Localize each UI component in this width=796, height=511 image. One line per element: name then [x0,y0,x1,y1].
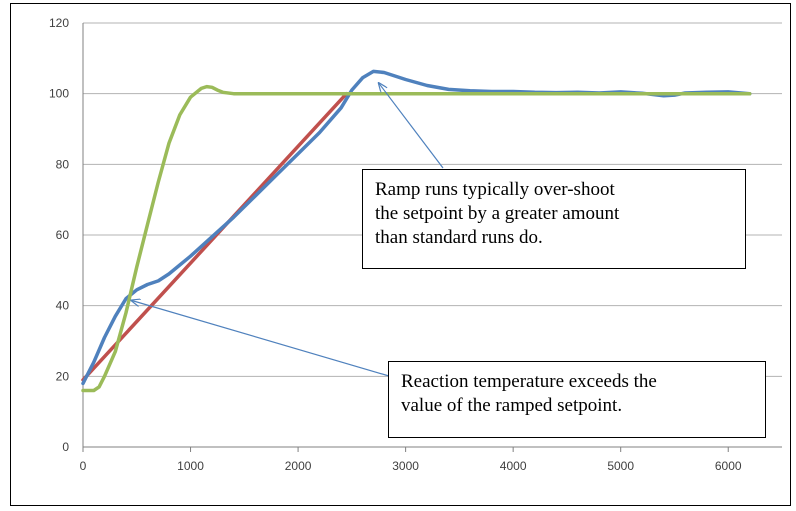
annotation-box-overshoot: Ramp runs typically over-shoot the setpo… [362,169,746,269]
chart-plot: 0 20 40 60 80 100 120 0 1000 2000 3000 4000 5000 6000 [49,16,782,473]
y-tick-label: 80 [56,157,70,171]
x-tick-label: 6000 [715,459,742,473]
annotation-arrow [131,300,390,377]
annotation-line: value of the ramped setpoint. [401,395,623,416]
annotation-line: Ramp runs typically over-shoot [375,179,615,200]
x-tick-label: 0 [80,459,87,473]
y-tick-label: 20 [56,369,70,383]
annotation-box-exceeds: Reaction temperature exceeds the value o… [388,361,766,438]
annotation-line: than standard runs do. [375,227,543,248]
series-line-2 [81,84,752,393]
x-tick-label: 5000 [607,459,634,473]
x-tick-label: 4000 [500,459,527,473]
y-tick-label: 100 [49,87,69,101]
y-tick-label: 120 [49,16,69,30]
x-tick-label: 3000 [392,459,419,473]
annotation-line: Reaction temperature exceeds the [401,371,657,392]
series-line-1 [81,91,349,382]
chart-frame: 0 20 40 60 80 100 120 0 1000 2000 3000 4000 5000 6000… [10,3,791,506]
annotation-line: the setpoint by a greater amount [375,203,620,224]
x-tick-label: 1000 [177,459,204,473]
y-tick-label: 60 [56,228,70,242]
x-tick-label: 2000 [285,459,312,473]
y-tick-label: 0 [62,440,69,454]
annotation-arrow [379,83,444,169]
y-tick-label: 40 [56,299,70,313]
